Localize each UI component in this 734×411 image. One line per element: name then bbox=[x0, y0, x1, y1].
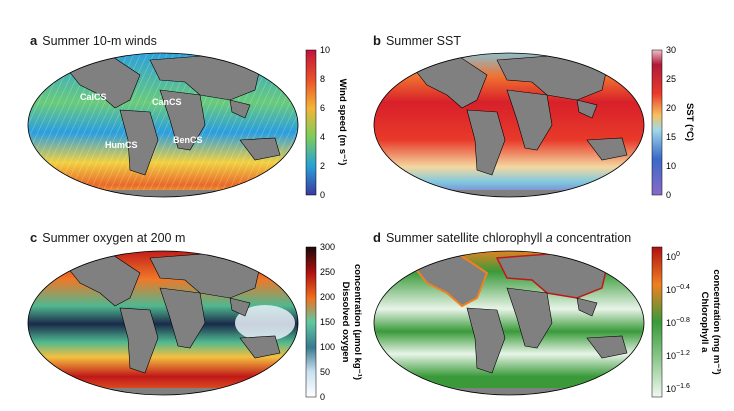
tick: 200 bbox=[320, 292, 335, 302]
tick: 50 bbox=[320, 367, 330, 377]
panel-a: a Summer 10-m winds CalCS bbox=[0, 0, 367, 205]
panel-title-text: Summer 10-m winds bbox=[42, 34, 157, 48]
tick: 2 bbox=[320, 161, 325, 171]
tick: 4 bbox=[320, 132, 325, 142]
label-cancs: CanCS bbox=[152, 97, 182, 107]
tick: 0 bbox=[666, 190, 671, 200]
colorbar-label-line1: Chlorophyll a bbox=[699, 292, 710, 353]
colorbar-oxygen bbox=[305, 246, 317, 398]
tick: 150 bbox=[320, 317, 335, 327]
tick: 6 bbox=[320, 103, 325, 113]
panel-d-title: d Summer satellite chlorophyll a concentr… bbox=[373, 230, 631, 245]
panel-c-title: c Summer oxygen at 200 m bbox=[30, 230, 185, 245]
map-sst: 30 25 20 15 10 0 SST (°C) bbox=[373, 45, 695, 200]
tick: 10 bbox=[320, 45, 330, 55]
colorbar-label-line2: concentration (mg m⁻³) bbox=[711, 269, 722, 374]
tick: 100 bbox=[666, 251, 680, 262]
panel-b: b Summer SST bbox=[367, 0, 734, 205]
panel-letter: b bbox=[373, 33, 381, 48]
tick: 15 bbox=[666, 132, 676, 142]
panel-b-title: b Summer SST bbox=[373, 33, 461, 48]
colorbar-label-line2: concentration (µmol kg⁻¹) bbox=[352, 264, 363, 380]
map-winds: CalCS CanCS HumCS BenCS 10 8 6 4 2 0 Win… bbox=[27, 45, 348, 200]
panel-letter: d bbox=[373, 230, 381, 245]
colorbar-chlorophyll bbox=[651, 246, 663, 398]
tick: 0 bbox=[320, 190, 325, 200]
map-oxygen: 300 250 200 150 100 50 0 Dissolved oxyge… bbox=[27, 242, 363, 402]
colorbar-sst bbox=[651, 49, 663, 196]
map-chlorophyll: 100 10−0.4 10−0.8 10−1.2 10−1.6 Chloroph… bbox=[373, 246, 722, 398]
panel-title-text: Summer satellite chlorophyll bbox=[385, 231, 546, 245]
tick: 10−0.4 bbox=[666, 284, 690, 295]
tick: 0 bbox=[320, 392, 325, 402]
colorbar-label: SST (°C) bbox=[684, 103, 695, 141]
panel-d: d Summer satellite chlorophyll a concentr… bbox=[367, 205, 734, 411]
panel-title-text: Summer SST bbox=[385, 34, 461, 48]
panel-letter: c bbox=[30, 230, 38, 245]
label-humcs: HumCS bbox=[105, 140, 138, 150]
tick: 25 bbox=[666, 74, 676, 84]
label-bencs: BenCS bbox=[173, 135, 203, 145]
tick: 10−1.6 bbox=[666, 383, 690, 394]
tick: 250 bbox=[320, 267, 335, 277]
tick: 10−1.2 bbox=[666, 350, 690, 361]
tick: 100 bbox=[320, 342, 335, 352]
tick: 8 bbox=[320, 74, 325, 84]
tick: 300 bbox=[320, 242, 335, 252]
colorbar-label: Wind speed (m s⁻¹) bbox=[337, 79, 348, 166]
label-calcs: CalCS bbox=[80, 92, 107, 102]
tick: 10 bbox=[666, 161, 676, 171]
tick: 30 bbox=[666, 45, 676, 55]
tick: 20 bbox=[666, 103, 676, 113]
colorbar-label-line1: Dissolved oxygen bbox=[340, 282, 351, 363]
panel-letter: a bbox=[30, 33, 38, 48]
colorbar-winds bbox=[305, 49, 317, 196]
panel-title-italic: a bbox=[545, 231, 553, 245]
tick: 10−0.8 bbox=[666, 317, 690, 328]
panel-a-title: a Summer 10-m winds bbox=[30, 33, 157, 48]
panel-title-text: Summer oxygen at 200 m bbox=[42, 231, 186, 245]
panel-title-text: concentration bbox=[552, 231, 632, 245]
panel-c: c Summer oxygen at 200 m bbox=[0, 205, 367, 411]
